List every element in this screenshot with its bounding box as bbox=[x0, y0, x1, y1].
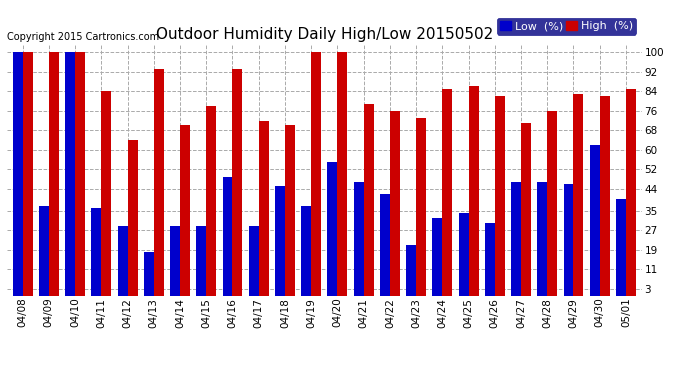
Bar bbox=[364, 104, 373, 296]
Bar bbox=[196, 225, 206, 296]
Bar bbox=[511, 182, 521, 296]
Bar bbox=[564, 184, 573, 296]
Bar bbox=[590, 145, 600, 296]
Bar bbox=[75, 53, 85, 296]
Bar bbox=[442, 89, 453, 296]
Bar bbox=[459, 213, 469, 296]
Bar bbox=[206, 106, 216, 296]
Bar bbox=[154, 69, 164, 296]
Bar bbox=[128, 140, 137, 296]
Bar bbox=[101, 92, 111, 296]
Bar bbox=[23, 53, 32, 296]
Bar bbox=[180, 126, 190, 296]
Bar bbox=[416, 118, 426, 296]
Bar bbox=[302, 206, 311, 296]
Bar bbox=[12, 53, 23, 296]
Bar bbox=[233, 69, 242, 296]
Bar bbox=[406, 245, 416, 296]
Bar bbox=[222, 177, 233, 296]
Bar bbox=[626, 89, 636, 296]
Bar bbox=[616, 199, 626, 296]
Bar bbox=[469, 87, 479, 296]
Text: Copyright 2015 Cartronics.com: Copyright 2015 Cartronics.com bbox=[7, 33, 159, 42]
Bar bbox=[249, 225, 259, 296]
Legend: Low  (%), High  (%): Low (%), High (%) bbox=[497, 18, 636, 34]
Bar bbox=[65, 53, 75, 296]
Bar bbox=[600, 96, 610, 296]
Bar bbox=[538, 182, 547, 296]
Bar bbox=[91, 209, 101, 296]
Bar bbox=[49, 53, 59, 296]
Bar bbox=[39, 206, 49, 296]
Bar bbox=[337, 53, 347, 296]
Bar bbox=[573, 94, 584, 296]
Bar bbox=[144, 252, 154, 296]
Bar bbox=[259, 121, 268, 296]
Bar bbox=[117, 225, 128, 296]
Bar bbox=[275, 186, 285, 296]
Bar bbox=[433, 218, 442, 296]
Bar bbox=[485, 223, 495, 296]
Bar bbox=[495, 96, 505, 296]
Bar bbox=[328, 162, 337, 296]
Bar bbox=[547, 111, 558, 296]
Bar bbox=[170, 225, 180, 296]
Bar bbox=[311, 53, 321, 296]
Bar bbox=[285, 126, 295, 296]
Bar bbox=[390, 111, 400, 296]
Bar bbox=[521, 123, 531, 296]
Title: Outdoor Humidity Daily High/Low 20150502: Outdoor Humidity Daily High/Low 20150502 bbox=[156, 27, 493, 42]
Bar bbox=[354, 182, 364, 296]
Bar bbox=[380, 194, 390, 296]
